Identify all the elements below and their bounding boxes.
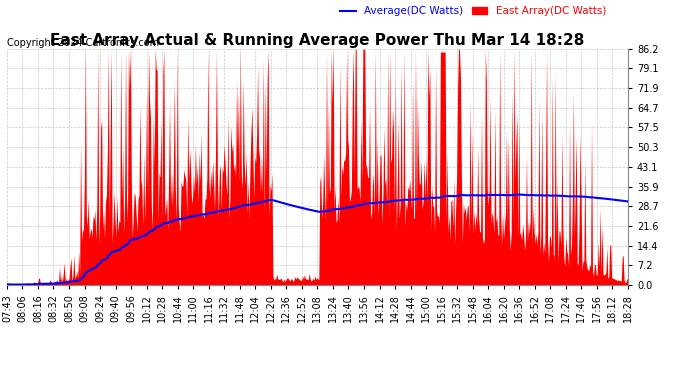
Text: Copyright 2024 Cartronics.com: Copyright 2024 Cartronics.com <box>7 38 159 48</box>
Title: East Array Actual & Running Average Power Thu Mar 14 18:28: East Array Actual & Running Average Powe… <box>50 33 584 48</box>
Legend: Average(DC Watts), East Array(DC Watts): Average(DC Watts), East Array(DC Watts) <box>336 2 610 20</box>
